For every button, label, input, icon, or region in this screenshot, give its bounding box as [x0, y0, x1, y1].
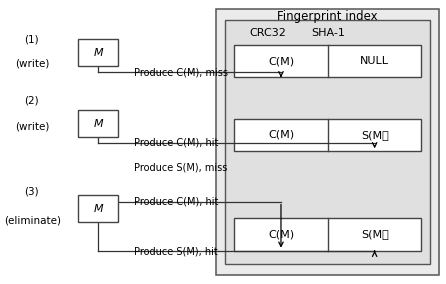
Text: Produce S(M), miss: Produce S(M), miss: [134, 162, 227, 173]
Text: (write): (write): [16, 59, 50, 69]
Bar: [78, 195, 118, 222]
Bar: [78, 39, 118, 66]
Text: CRC32: CRC32: [249, 28, 286, 38]
Bar: [234, 45, 421, 77]
Text: (3): (3): [25, 187, 39, 197]
Text: S(M）: S(M）: [361, 229, 388, 239]
Text: NULL: NULL: [360, 56, 389, 66]
Text: (eliminate): (eliminate): [4, 215, 62, 225]
Text: M: M: [93, 47, 103, 58]
Text: C(M): C(M): [268, 56, 294, 66]
Bar: [234, 218, 421, 251]
Bar: [78, 110, 118, 137]
Text: Produce C(M), hit: Produce C(M), hit: [134, 138, 218, 148]
Bar: [216, 9, 439, 275]
Text: Produce C(M), miss: Produce C(M), miss: [134, 67, 228, 78]
Bar: [225, 20, 430, 264]
Text: (1): (1): [25, 35, 39, 45]
Text: Produce C(M), hit: Produce C(M), hit: [134, 197, 218, 207]
Text: (write): (write): [16, 121, 50, 131]
Text: C(M): C(M): [268, 229, 294, 239]
Bar: [234, 119, 421, 151]
Text: Produce S(M), hit: Produce S(M), hit: [134, 246, 218, 256]
Text: SHA-1: SHA-1: [311, 28, 345, 38]
Text: C(M): C(M): [268, 130, 294, 140]
Text: (2): (2): [25, 96, 39, 106]
Text: S(M）: S(M）: [361, 130, 388, 140]
Text: M: M: [93, 204, 103, 214]
Text: Fingerprint index: Fingerprint index: [277, 10, 378, 23]
Text: M: M: [93, 118, 103, 129]
